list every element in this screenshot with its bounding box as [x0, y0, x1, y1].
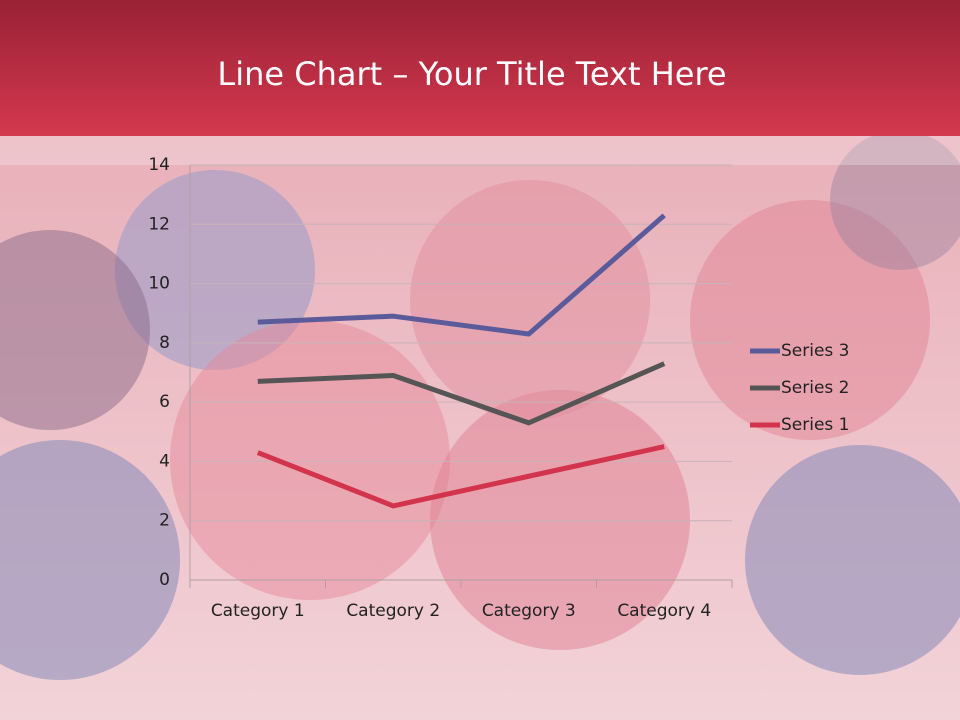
series-line	[257, 213, 666, 337]
y-tick-label: 4	[159, 451, 170, 471]
legend-label: Series 3	[781, 341, 850, 361]
x-tick-label: Category 2	[346, 601, 440, 621]
y-tick-label: 2	[159, 511, 170, 531]
x-tick-label: Category 3	[482, 601, 576, 621]
header-band	[0, 0, 960, 136]
y-tick-label: 10	[148, 274, 170, 294]
legend-label: Series 1	[781, 415, 850, 435]
legend-label: Series 2	[781, 378, 850, 398]
y-tick-label: 6	[159, 392, 170, 412]
y-tick-label: 0	[159, 570, 170, 590]
y-tick-label: 14	[148, 155, 170, 175]
chart-title: Line Chart – Your Title Text Here	[217, 55, 726, 93]
series-line	[257, 361, 666, 426]
y-tick-label: 12	[148, 214, 170, 234]
x-tick-label: Category 1	[211, 601, 305, 621]
y-tick-label: 8	[159, 333, 170, 353]
series-line	[256, 444, 665, 509]
x-tick-label: Category 4	[617, 601, 711, 621]
